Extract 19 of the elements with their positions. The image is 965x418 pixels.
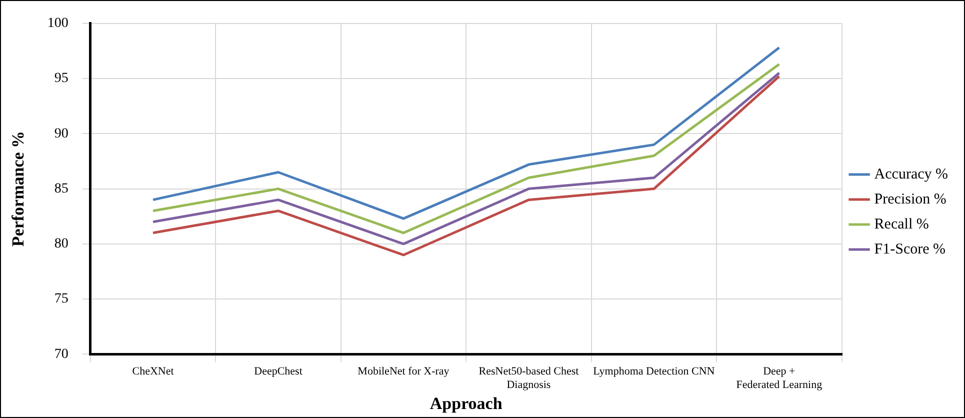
y-axis-title: Performance % bbox=[8, 130, 28, 247]
y-tick-label: 70 bbox=[54, 346, 68, 362]
x-axis-title: Approach bbox=[430, 394, 503, 414]
legend-label: Recall % bbox=[874, 216, 929, 232]
x-tick-label: CheXNet bbox=[132, 366, 174, 378]
y-tick-label: 90 bbox=[54, 126, 68, 142]
x-tick-label: Deep + Federated Learning bbox=[736, 366, 823, 391]
x-tick-label: MobileNet for X-ray bbox=[358, 366, 450, 378]
y-tick-label: 85 bbox=[54, 181, 68, 196]
y-tick-label: 80 bbox=[54, 236, 68, 252]
legend-label: Accuracy % bbox=[874, 166, 948, 182]
x-tick-label: ResNet50-based Chest Diagnosis bbox=[478, 366, 579, 391]
y-tick-label: 95 bbox=[54, 71, 68, 86]
legend-label: F1-Score % bbox=[874, 241, 946, 258]
y-tick-label: 75 bbox=[54, 292, 68, 307]
x-tick-label: Lymphoma Detection CNN bbox=[593, 366, 715, 378]
legend-label: Precision % bbox=[874, 191, 946, 208]
x-tick-label: DeepChest bbox=[254, 366, 302, 378]
y-tick-label: 100 bbox=[47, 16, 68, 32]
